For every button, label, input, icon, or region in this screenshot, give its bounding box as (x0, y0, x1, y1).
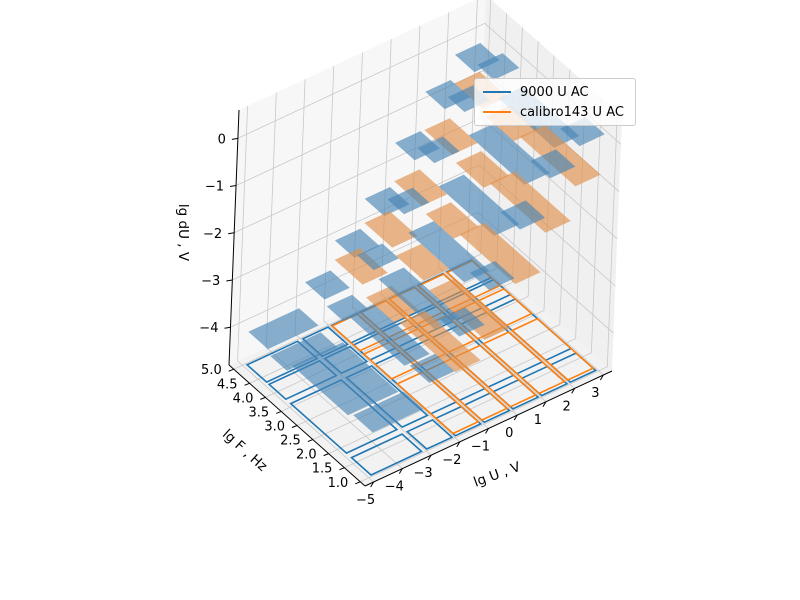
surface-patch-series-2 (334, 248, 388, 285)
surface-patch-series-1 (270, 332, 338, 371)
surface-patch-series-1 (439, 307, 485, 337)
z-tick-mark (226, 279, 233, 282)
z-axis-label: lg dU , V (175, 204, 191, 262)
surface-patch-series-1 (378, 267, 460, 329)
y-tick-label: 4.5 (217, 377, 238, 392)
surface-patch-series-1 (387, 187, 430, 215)
y-tick-label: 2.5 (280, 434, 301, 449)
y-tick-label: 4.0 (233, 391, 254, 406)
surface-patch-series-2 (425, 202, 479, 239)
z-tick-label: −2 (203, 227, 222, 242)
z-tick-mark (229, 185, 237, 188)
x-tick-mark (398, 468, 403, 474)
y-tick-mark (244, 382, 250, 386)
grid-line-x (237, 105, 374, 483)
surface-patch-series-1 (348, 304, 430, 366)
x-tick-mark (571, 388, 576, 394)
x-tick-label: −2 (442, 453, 461, 468)
y-tick-mark (276, 410, 282, 414)
x-tick-mark (513, 414, 518, 421)
x-tick-label: −1 (471, 440, 490, 455)
legend-item-series-1: 9000 U AC (483, 83, 589, 101)
legend: 9000 U AC calibro143 U AC (474, 78, 636, 126)
y-tick-mark (323, 453, 329, 457)
z-tick-mark (228, 232, 235, 235)
x-tick-label: 3 (591, 386, 599, 401)
surface-patch-series-1 (468, 123, 550, 185)
surface-patch-series-2 (366, 285, 420, 323)
y-tick-label: 1.0 (328, 476, 349, 491)
floor-cell-outline-series-2 (510, 317, 595, 381)
surface-patch-series-2 (399, 310, 481, 373)
y-tick-label: 2.0 (296, 448, 317, 463)
y-tick-label: 1.5 (312, 462, 333, 477)
legend-swatch-series-1 (483, 91, 511, 93)
legend-label-series-1: 9000 U AC (520, 84, 589, 100)
z-tick-mark (224, 326, 231, 329)
legend-label-series-2: calibro143 U AC (520, 104, 624, 120)
y-tick-mark (260, 396, 266, 400)
z-tick-label: −3 (201, 274, 220, 289)
surface-patch-series-2 (395, 244, 449, 281)
x-tick-mark (456, 441, 461, 448)
x-tick-mark (542, 401, 547, 408)
legend-item-series-2: calibro143 U AC (483, 103, 624, 121)
z-tick-label: −1 (205, 180, 224, 195)
x-tick-label: 0 (505, 426, 513, 441)
grid-line-y (360, 111, 618, 483)
surface-patch-series-2 (424, 118, 478, 155)
floor-cell-outline-series-2 (453, 344, 538, 408)
y-tick-mark (228, 368, 234, 372)
x-tick-label: 2 (563, 399, 571, 414)
z-axis-line (228, 109, 240, 366)
surface-patch-series-1 (469, 261, 515, 291)
surface-patch-series-2 (459, 222, 541, 284)
legend-swatch-series-2 (483, 111, 511, 113)
x-tick-label: −4 (385, 480, 404, 495)
y-tick-label: 5.0 (201, 363, 222, 378)
floor-cell-outline-series-1 (405, 418, 454, 450)
y-tick-label: 3.0 (264, 420, 285, 435)
z-tick-mark (231, 137, 238, 140)
surface-patch-series-2 (455, 151, 509, 188)
y-tick-label: 3.5 (248, 405, 269, 420)
surface-patch-series-2 (429, 278, 511, 340)
surface-patch-series-1 (438, 174, 520, 236)
y-axis-label: lg F , Hz (219, 426, 270, 474)
x-tick-mark (427, 454, 432, 461)
surface-patch-series-1 (357, 243, 399, 271)
z-tick-label: −4 (199, 321, 218, 336)
surface-patch-series-1 (292, 342, 399, 416)
surface-patch-series-2 (394, 169, 448, 206)
x-tick-mark (599, 374, 604, 381)
surface-patch-series-1 (408, 221, 490, 283)
surface-patch-series-1 (530, 149, 576, 179)
floor-cell-outline-series-2 (482, 331, 566, 395)
grid-line-y (344, 97, 602, 469)
x-axis-label: lg U , V (472, 459, 524, 491)
surface-patch-series-1 (500, 200, 546, 230)
surface-patch-series-1 (248, 308, 319, 350)
y-tick-mark (355, 481, 361, 485)
surface-patch-series-2 (489, 171, 571, 233)
x-tick-mark (485, 428, 489, 434)
y-tick-mark (291, 425, 298, 428)
x-tick-label: −5 (356, 493, 375, 508)
floor-cell-outline-series-1 (350, 433, 423, 476)
z-tick-label: 0 (218, 132, 226, 147)
y-tick-mark (339, 467, 345, 471)
x-tick-mark (370, 481, 375, 488)
x-tick-label: 1 (534, 413, 542, 428)
surface-patch-series-1 (353, 391, 424, 433)
axis-tick-labels: −5 −4 −3 −2 −1 0 1 2 3 1.01.52.02.53.03.54.04.55.… (199, 132, 604, 508)
surface-patch-series-1 (326, 294, 369, 322)
surface-patch-series-1 (305, 270, 350, 300)
surface-patch-series-1 (477, 53, 520, 80)
surface-patch-series-1 (409, 353, 455, 383)
surface-patch-series-1 (417, 136, 460, 164)
surface-patch-series-2 (364, 211, 418, 248)
y-tick-mark (307, 439, 313, 443)
x-tick-label: −3 (413, 466, 432, 481)
